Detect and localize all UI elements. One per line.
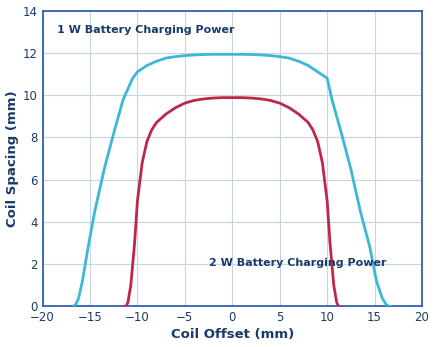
Text: 1 W Battery Charging Power: 1 W Battery Charging Power: [57, 25, 234, 35]
X-axis label: Coil Offset (mm): Coil Offset (mm): [170, 329, 293, 341]
Text: 2 W Battery Charging Power: 2 W Battery Charging Power: [208, 259, 385, 268]
Y-axis label: Coil Spacing (mm): Coil Spacing (mm): [6, 90, 19, 227]
